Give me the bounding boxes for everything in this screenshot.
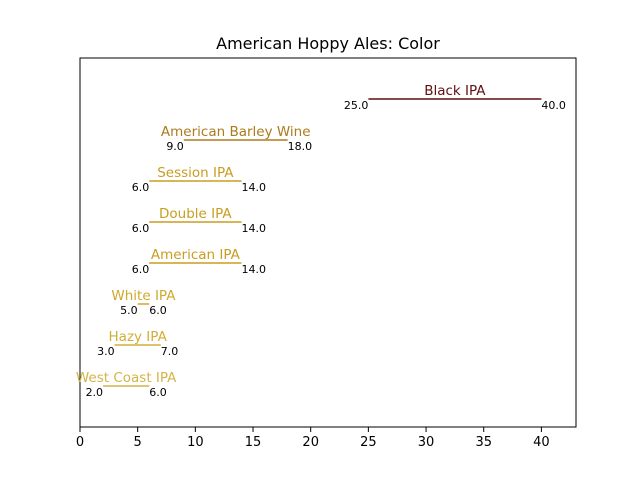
style-name-label: Hazy IPA — [109, 329, 168, 345]
range-high-label: 14.0 — [241, 263, 266, 276]
range-low-label: 6.0 — [132, 263, 150, 276]
style-name-label: Session IPA — [157, 165, 234, 181]
range-high-label: 18.0 — [288, 140, 313, 153]
x-tick-label: 40 — [533, 435, 550, 450]
x-axis: 0 5 10 15 20 25 30 35 40 — [76, 427, 550, 450]
x-tick-label: 0 — [76, 435, 84, 450]
range-high-label: 6.0 — [149, 304, 167, 317]
style-name-label: Double IPA — [159, 206, 232, 222]
style-name-label: West Coast IPA — [76, 370, 177, 386]
range-low-label: 6.0 — [132, 222, 150, 235]
range-low-label: 25.0 — [344, 99, 369, 112]
range-low-label: 5.0 — [120, 304, 138, 317]
range-high-label: 14.0 — [241, 222, 266, 235]
x-tick-label: 5 — [134, 435, 142, 450]
range-high-label: 40.0 — [541, 99, 566, 112]
x-tick-label: 10 — [187, 435, 204, 450]
style-name-label: Black IPA — [424, 83, 486, 99]
x-tick-label: 20 — [302, 435, 319, 450]
x-tick-label: 25 — [360, 435, 377, 450]
range-low-label: 3.0 — [97, 345, 115, 358]
range-high-label: 7.0 — [161, 345, 179, 358]
x-tick-label: 15 — [245, 435, 262, 450]
style-name-label: American Barley Wine — [161, 124, 311, 140]
range-low-label: 2.0 — [86, 386, 104, 399]
style-name-label: American IPA — [151, 247, 241, 263]
range-high-label: 14.0 — [241, 181, 266, 194]
x-tick-label: 35 — [475, 435, 492, 450]
style-name-label: White IPA — [111, 288, 176, 304]
range-high-label: 6.0 — [149, 386, 167, 399]
range-low-label: 9.0 — [166, 140, 184, 153]
plot-area-frame — [79, 57, 577, 428]
chart-title: American Hoppy Ales: Color — [216, 34, 440, 53]
range-low-label: 6.0 — [132, 181, 150, 194]
x-tick-label: 30 — [418, 435, 435, 450]
